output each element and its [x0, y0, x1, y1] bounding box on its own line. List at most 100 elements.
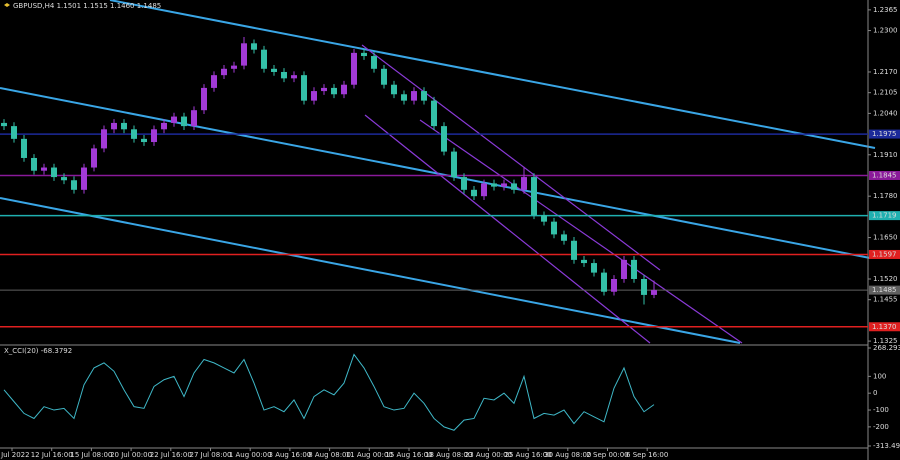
level-label: 1.1845	[872, 171, 897, 179]
trend-line	[0, 87, 871, 259]
candle-body	[581, 259, 587, 264]
level-label-box	[869, 249, 900, 259]
level-label: 1.1485	[872, 286, 897, 294]
candle-body	[321, 87, 327, 92]
candle-body	[21, 138, 27, 158]
candle-body	[191, 110, 197, 127]
level-label: 1.1975	[872, 130, 897, 138]
candle-body	[551, 221, 557, 235]
candle-body	[641, 278, 647, 295]
candle-body	[481, 183, 487, 197]
candle-body	[161, 122, 167, 130]
y-tick-label: 1.2300	[873, 27, 898, 35]
candle-body	[241, 43, 247, 66]
y-tick-label: 1.1455	[873, 296, 898, 304]
candle-body	[431, 100, 437, 127]
candle-body	[511, 183, 517, 190]
level-label-box	[869, 170, 900, 180]
candle-body	[531, 177, 537, 216]
y2-tick-label: -200	[873, 423, 889, 431]
candle-body	[81, 167, 87, 190]
x-tick-label: 15 Aug 16:00	[385, 451, 432, 459]
level-label-box	[869, 285, 900, 295]
candle-body	[471, 189, 477, 197]
level-label: 1.1370	[872, 323, 897, 331]
x-tick-label: 3 Aug 16:00	[269, 451, 312, 459]
y2-tick-label: -100	[873, 406, 889, 414]
candle-body	[571, 240, 577, 260]
candle-body	[451, 151, 457, 178]
y-tick-label: 1.1780	[873, 192, 898, 200]
candle-body	[391, 84, 397, 95]
candle-body	[221, 68, 227, 76]
level-label-box	[869, 211, 900, 221]
trend-line	[109, 0, 876, 149]
candle-body	[231, 65, 237, 69]
level-label-box	[869, 322, 900, 332]
candle-body	[521, 177, 527, 190]
x-tick-label: 6 Sep 16:00	[626, 451, 668, 459]
trend-lines	[0, 0, 876, 344]
candle-body	[111, 122, 117, 130]
candle-body	[171, 116, 177, 123]
x-tick-label: 15 Jul 08:00	[70, 451, 112, 459]
candle-body	[11, 126, 17, 139]
candle-body	[181, 116, 187, 127]
candle-body	[611, 278, 617, 292]
x-tick-label: 25 Aug 16:00	[504, 451, 551, 459]
candle-body	[51, 167, 57, 178]
candle-body	[491, 183, 497, 187]
candle-body	[281, 71, 287, 79]
candle-body	[601, 272, 607, 292]
level-label: 1.1719	[872, 212, 897, 220]
x-tick-label: 18 Aug 08:00	[425, 451, 472, 459]
candle-body	[651, 290, 657, 295]
y-tick-label: 1.1650	[873, 234, 898, 242]
trend-line	[0, 197, 741, 344]
y2-tick-label: 100	[873, 372, 886, 380]
y2-tick-label: 0	[873, 389, 877, 397]
candle-body	[101, 129, 107, 149]
candle-body	[361, 52, 367, 57]
x-tick-label: 30 Aug 08:00	[544, 451, 591, 459]
indicator-title: X_CCI(20) -68.3792	[4, 347, 72, 355]
y2-tick-label: -313.4982	[873, 442, 900, 450]
candle-body	[271, 68, 277, 72]
candle-body	[341, 84, 347, 95]
candle-body	[411, 91, 417, 101]
candle-body	[461, 177, 467, 190]
candle-body	[291, 75, 297, 79]
trend-line	[361, 44, 661, 271]
candle-body	[621, 259, 627, 279]
candle-body	[261, 49, 267, 69]
candle-body	[441, 126, 447, 152]
candle-body	[71, 180, 77, 190]
candle-body	[381, 68, 387, 85]
y-tick-label: 1.1325	[873, 337, 898, 345]
candle-body	[401, 94, 407, 101]
level-label: 1.1597	[872, 250, 897, 258]
candle-body	[151, 129, 157, 143]
candle-body	[251, 43, 257, 50]
x-tick-label: 2 Sep 00:00	[586, 451, 628, 459]
candle-body	[311, 91, 317, 101]
symbol-icon	[4, 3, 10, 7]
y-tick-label: 1.2170	[873, 68, 898, 76]
indicator-line	[3, 353, 655, 431]
candle-body	[141, 138, 147, 143]
candle-body	[371, 56, 377, 69]
candle-body	[91, 148, 97, 168]
x-tick-label: 12 Jul 16:00	[31, 451, 73, 459]
y-tick-label: 1.1520	[873, 275, 898, 283]
y-tick-label: 1.2040	[873, 109, 898, 117]
candle-body	[421, 91, 427, 101]
x-tick-label: 1 Aug 00:00	[229, 451, 272, 459]
candle-body	[1, 122, 7, 127]
x-tick-label: 8 Jul 2022	[0, 451, 30, 459]
y-tick-label: 1.1910	[873, 151, 898, 159]
candle-body	[561, 234, 567, 241]
candle-body	[41, 167, 47, 171]
y-tick-label: 1.2105	[873, 89, 898, 97]
